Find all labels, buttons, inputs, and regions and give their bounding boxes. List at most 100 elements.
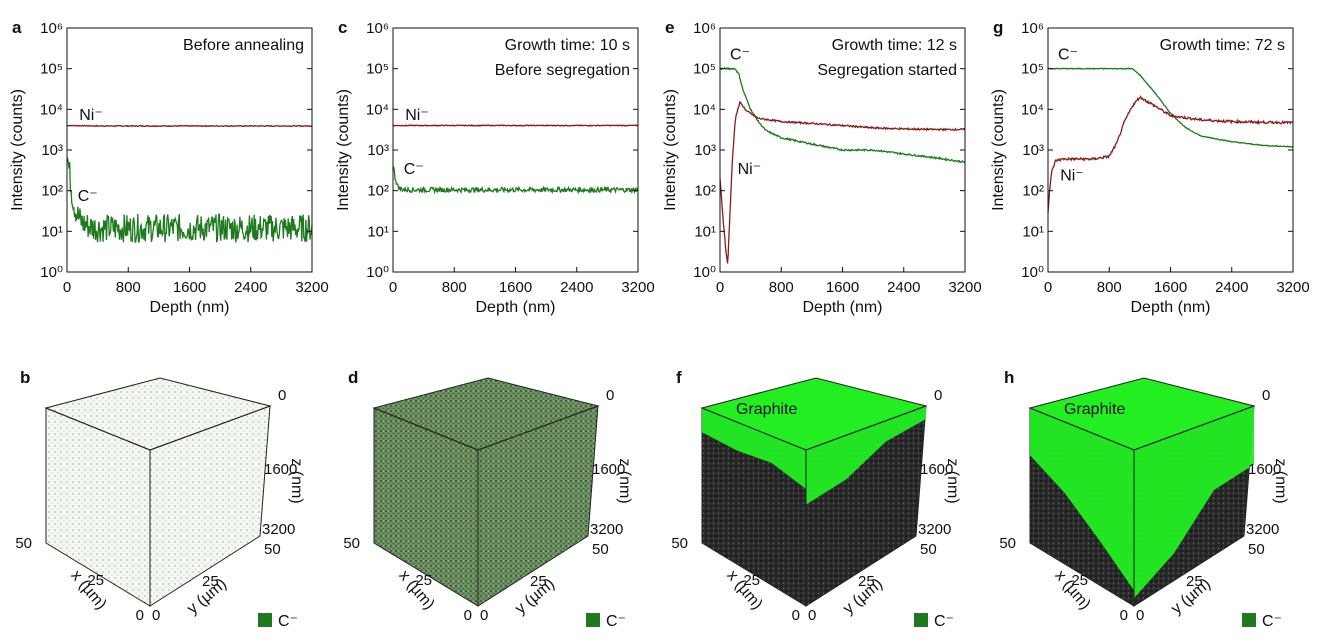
- panel-letter-f: f: [676, 368, 682, 387]
- z-axis-label: z (nm): [1272, 458, 1289, 503]
- legend-label: C⁻: [1262, 613, 1282, 630]
- y-tick-label: 10⁶: [366, 20, 389, 37]
- x-tick-label: 1600: [173, 279, 206, 296]
- legend-label: C⁻: [934, 613, 954, 630]
- graphite-label: Graphite: [1064, 401, 1125, 418]
- x-tick-label: 0: [792, 607, 800, 624]
- panel-letter-d: d: [348, 368, 358, 387]
- y-tick-label: 25: [1186, 573, 1203, 590]
- y-tick-label: 0: [152, 607, 160, 624]
- y-tick-label: 10⁴: [693, 101, 716, 118]
- y-tick-label: 10⁵: [693, 61, 716, 78]
- y-tick-label: 10⁶: [40, 20, 63, 37]
- panel-letter-e: e: [665, 18, 674, 37]
- panel-letter-b: b: [20, 368, 30, 387]
- annotation: Growth time: 12 s: [832, 37, 957, 54]
- x-tick-label: 3200: [295, 279, 328, 296]
- x-tick-label: 0: [63, 279, 71, 296]
- y-tick-label: 10⁴: [1021, 101, 1044, 118]
- x-tick-label: 50: [15, 535, 32, 552]
- y-tick-label: 50: [264, 541, 281, 558]
- graphite-label: Graphite: [736, 401, 797, 418]
- cube-edge: [477, 405, 599, 451]
- x-tick-label: 0: [464, 607, 472, 624]
- series-line-ni: [719, 101, 966, 264]
- legend-swatch: [586, 613, 600, 627]
- x-tick-label: 2400: [234, 279, 267, 296]
- x-tick-label: 1600: [499, 279, 532, 296]
- y-tick-label: 10⁶: [693, 20, 716, 37]
- x-tick-label: 25: [743, 572, 760, 589]
- y-tick-label: 25: [202, 573, 219, 590]
- panel-letter-h: h: [1004, 368, 1014, 387]
- x-tick-label: 800: [442, 279, 467, 296]
- x-tick-label: 25: [1071, 572, 1088, 589]
- z-tick-label: 0: [934, 387, 942, 404]
- y-axis-label: Intensity (counts): [9, 89, 26, 211]
- graphite-right-region: [1134, 406, 1254, 599]
- y-tick-label: 10³: [367, 142, 389, 159]
- panel-letter-a: a: [12, 18, 22, 37]
- series-line-c: [719, 67, 966, 164]
- z-tick-label: 1600: [1248, 461, 1281, 478]
- series-label-ni: Ni⁻: [79, 107, 103, 124]
- z-tick-label: 3200: [262, 521, 295, 538]
- annotation: Segregation started: [817, 62, 957, 79]
- y-tick-label: 10⁴: [40, 101, 63, 118]
- legend-swatch: [258, 613, 272, 627]
- annotation: Growth time: 10 s: [505, 37, 630, 54]
- z-tick-label: 0: [606, 387, 614, 404]
- y-tick-label: 10⁶: [1021, 20, 1044, 37]
- series-label-ni: Ni⁻: [1060, 167, 1084, 184]
- panel-letter-g: g: [993, 18, 1003, 37]
- z-tick-label: 1600: [264, 461, 297, 478]
- z-tick-label: 1600: [592, 461, 625, 478]
- y-tick-label: 10³: [694, 142, 716, 159]
- y-tick-label: 10⁰: [693, 264, 716, 281]
- series-line-ni: [393, 124, 639, 127]
- y-axis-label: Intensity (counts): [335, 89, 352, 211]
- annotation: Before segregation: [495, 62, 630, 79]
- legend-swatch: [1242, 613, 1256, 627]
- x-tick-label: 50: [999, 535, 1016, 552]
- y-tick-label: 10⁴: [366, 101, 389, 118]
- z-tick-label: 3200: [1246, 521, 1279, 538]
- z-tick-label: 3200: [590, 521, 623, 538]
- series-line-ni: [67, 124, 313, 128]
- y-tick-label: 10²: [367, 183, 389, 200]
- x-tick-label: 25: [87, 572, 104, 589]
- y-tick-label: 0: [1136, 607, 1144, 624]
- series-line-c: [392, 165, 639, 195]
- x-tick-label: 50: [671, 535, 688, 552]
- series-line-c: [66, 156, 313, 244]
- x-tick-label: 1600: [826, 279, 859, 296]
- y-tick-label: 10¹: [367, 223, 389, 240]
- y-tick-label: 10⁰: [40, 264, 63, 281]
- legend-swatch: [914, 613, 928, 627]
- x-tick-label: 25: [415, 572, 432, 589]
- x-axis-label: Depth (nm): [475, 299, 555, 316]
- series-label-ni: Ni⁻: [405, 107, 429, 124]
- y-tick-label: 10³: [41, 142, 63, 159]
- x-tick-label: 0: [1044, 279, 1052, 296]
- x-tick-label: 1600: [1154, 279, 1187, 296]
- y-tick-label: 25: [858, 573, 875, 590]
- cube-edge: [1133, 405, 1255, 451]
- x-axis-label: Depth (nm): [149, 299, 229, 316]
- panel-letter-c: c: [338, 18, 347, 37]
- z-tick-label: 0: [278, 387, 286, 404]
- z-tick-label: 3200: [918, 521, 951, 538]
- graphite-right-region: [806, 406, 926, 505]
- y-tick-label: 10¹: [41, 223, 63, 240]
- x-tick-label: 800: [1097, 279, 1122, 296]
- annotation: Before annealing: [183, 37, 304, 54]
- y-tick-label: 50: [592, 541, 609, 558]
- y-tick-label: 50: [920, 541, 937, 558]
- z-axis-label: z (nm): [616, 458, 633, 503]
- z-axis-label: z (nm): [288, 458, 305, 503]
- x-tick-label: 800: [116, 279, 141, 296]
- x-tick-label: 0: [1120, 607, 1128, 624]
